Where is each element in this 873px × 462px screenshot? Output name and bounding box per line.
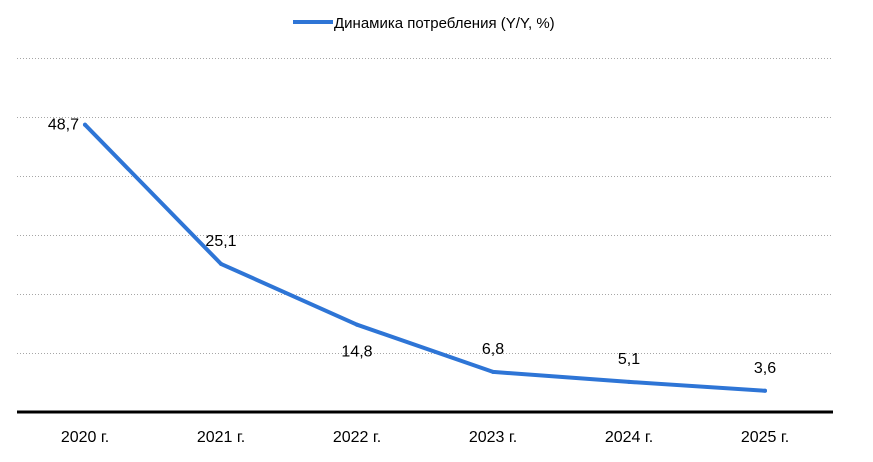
data-label: 6,8: [482, 341, 504, 358]
data-label: 5,1: [618, 351, 640, 368]
x-tick-label: 2020 г.: [61, 429, 109, 446]
data-label: 14,8: [341, 344, 372, 361]
data-point: [83, 122, 87, 127]
data-point: [763, 388, 767, 393]
legend: Динамика потребления (Y/Y, %): [293, 15, 555, 32]
series-layer: [83, 122, 767, 393]
series-line: [83, 122, 767, 393]
data-point: [219, 261, 223, 266]
x-tick-label: 2021 г.: [197, 429, 245, 446]
x-tick-label: 2024 г.: [605, 429, 653, 446]
data-label: 3,6: [754, 360, 776, 377]
x-tick-label: 2022 г.: [333, 429, 381, 446]
data-label: 48,7: [48, 117, 79, 134]
data-labels: 48,7 25,1 14,8 6,8 5,1 3,6: [48, 117, 776, 377]
data-point: [355, 322, 359, 327]
x-tick-label: 2023 г.: [469, 429, 517, 446]
data-point: [627, 379, 631, 384]
x-tick-label: 2025 г.: [741, 429, 789, 446]
legend-label: Динамика потребления (Y/Y, %): [334, 15, 555, 32]
grid-lines: [17, 58, 833, 354]
x-tick-labels: 2020 г. 2021 г. 2022 г. 2023 г. 2024 г. 2025 …: [61, 429, 789, 446]
data-label: 25,1: [205, 233, 236, 250]
data-point: [491, 369, 495, 374]
